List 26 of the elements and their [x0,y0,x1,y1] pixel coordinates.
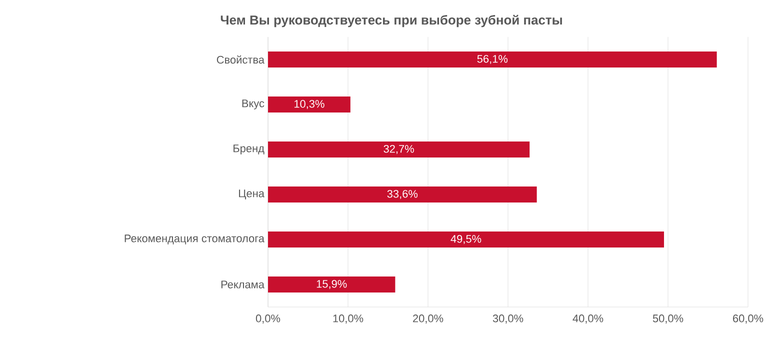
x-tick-label: 60,0% [733,314,764,324]
bar [268,276,396,293]
bar [268,232,664,248]
data-label: 15,9% [316,280,347,290]
x-tick-label: 50,0% [652,314,684,324]
y-tick-label: Реклама [221,280,264,288]
chart-title: Чем Вы руководствуетесь при выборе зубной пасты [220,14,562,28]
x-tick-label: 30,0% [492,314,524,324]
y-tick-label: Цена [239,190,264,200]
y-tick-label: Вкус [242,100,264,110]
bar [268,52,717,68]
data-label: 32,7% [384,144,414,154]
x-tick-label: 10,0% [333,314,364,324]
y-tick-label: Свойства [216,55,264,64]
x-tick-label: 0,0% [256,314,280,324]
y-tick-label: Бренд [234,144,264,154]
data-label: 56,1% [477,54,508,64]
data-label: 49,5% [450,234,482,244]
x-tick-label: 20,0% [413,314,444,324]
bar [268,96,350,113]
x-tick-label: 40,0% [572,314,604,324]
y-tick-label: Рекомендация стоматолога [124,234,264,244]
bar [268,142,530,158]
data-label: 33,6% [387,190,418,200]
data-label: 10,3% [294,100,324,110]
bar [268,186,537,203]
